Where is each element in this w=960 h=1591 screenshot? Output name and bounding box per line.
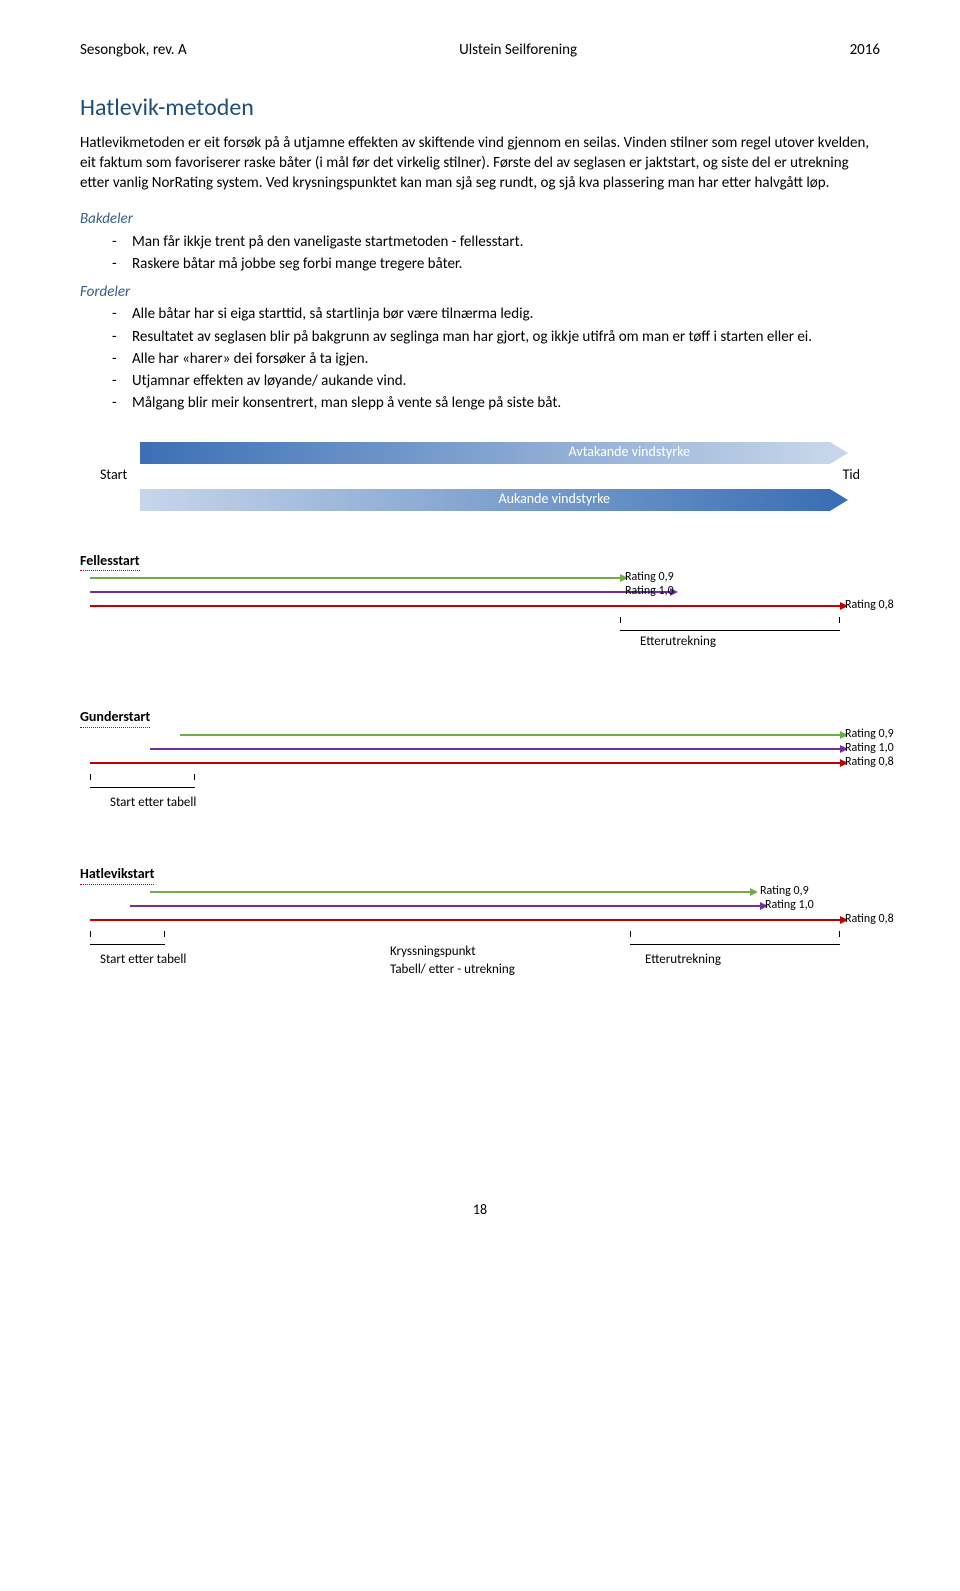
under-label: Start etter tabell [100, 951, 186, 969]
fordeler-heading: Fordeler [80, 282, 880, 302]
list-item: Målgang blir meir konsentrert, man slepp… [112, 393, 880, 413]
rating-track [90, 605, 840, 607]
chart-group-title: Hatlevikstart [80, 865, 154, 885]
header-left: Sesongbok, rev. A [80, 40, 187, 60]
intro-paragraph: Hatlevikmetoden er eit forsøk på å utjam… [80, 133, 880, 194]
wind-increasing-bar: Aukande vindstyrke [140, 489, 830, 511]
under-label: Etterutrekning [640, 633, 716, 651]
wind-increasing-label: Aukande vindstyrke [499, 490, 610, 509]
rating-track [90, 591, 670, 593]
axis-labels: Start Tid [80, 466, 880, 485]
track-area: Rating 0,9Rating 1,0Rating 0,8Start ette… [80, 891, 880, 981]
wind-decreasing-bar: Avtakande vindstyrke [140, 442, 830, 464]
list-item: Raskere båtar må jobbe seg forbi mange t… [112, 254, 880, 274]
arrow-right-icon [750, 888, 758, 896]
list-item: Resultatet av seglasen blir på bakgrunn … [112, 327, 880, 347]
page-header: Sesongbok, rev. A Ulstein Seilforening 2… [80, 40, 880, 60]
axis-start-label: Start [100, 466, 127, 485]
chart-group: Fellesstart Rating 0,9Rating 1,0Rating 0,… [80, 551, 880, 668]
under-label: Kryssningspunkt Tabell/ etter - utreknin… [390, 943, 515, 978]
under-label: Etterutrekning [645, 951, 721, 969]
rating-track [180, 734, 840, 736]
bracket-icon [90, 937, 165, 945]
bakdeler-heading: Bakdeler [80, 209, 880, 229]
track-area: Rating 0,9Rating 1,0Rating 0,8Start ette… [80, 734, 880, 824]
chart-group-title: Gunderstart [80, 708, 150, 728]
page-title: Hatlevik-metoden [80, 92, 880, 124]
list-item: Utjamnar effekten av løyande/ aukande vi… [112, 371, 880, 391]
header-center: Ulstein Seilforening [459, 40, 577, 60]
arrow-right-icon [830, 489, 848, 511]
rating-label: Rating 0,8 [845, 597, 894, 613]
bracket-icon [630, 937, 840, 945]
rating-track [150, 748, 840, 750]
rating-track [150, 891, 750, 893]
rating-label: Rating 1,0 [625, 583, 674, 599]
rating-label: Rating 1,0 [765, 897, 814, 913]
rating-track [130, 905, 760, 907]
list-item: Alle båtar har si eiga starttid, så star… [112, 304, 880, 324]
page-number: 18 [80, 1201, 880, 1220]
chart-group: Gunderstart Rating 0,9Rating 1,0Rating 0,… [80, 707, 880, 824]
rating-track [90, 762, 840, 764]
rating-label: Rating 0,8 [845, 754, 894, 770]
rating-label: Rating 0,8 [845, 911, 894, 927]
axis-time-label: Tid [843, 466, 860, 485]
chart-group-title: Fellesstart [80, 552, 140, 572]
rating-track [90, 577, 620, 579]
track-area: Rating 0,9Rating 1,0Rating 0,8Etterutrek… [80, 577, 880, 667]
arrow-right-icon [830, 442, 848, 464]
bracket-icon [90, 780, 195, 788]
header-right: 2016 [850, 40, 880, 60]
wind-decreasing-label: Avtakande vindstyrke [569, 443, 690, 462]
start-methods-diagram: Avtakande vindstyrke Start Tid Aukande v… [80, 442, 880, 982]
list-item: Man får ikkje trent på den vaneligaste s… [112, 232, 880, 252]
bracket-icon [620, 623, 840, 631]
fordeler-list: Alle båtar har si eiga starttid, så star… [80, 304, 880, 413]
list-item: Alle har «harer» dei forsøker å ta igjen… [112, 349, 880, 369]
rating-track [90, 919, 840, 921]
under-label: Start etter tabell [110, 794, 196, 812]
bakdeler-list: Man får ikkje trent på den vaneligaste s… [80, 232, 880, 275]
chart-group: Hatlevikstart Rating 0,9Rating 1,0Rating … [80, 864, 880, 981]
